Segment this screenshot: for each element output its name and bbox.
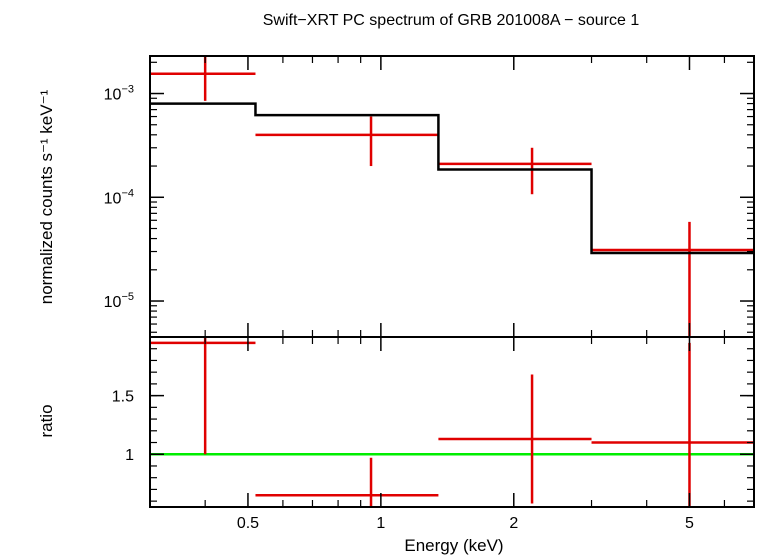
panel-frame (149, 336, 755, 508)
spectrum-panel: 10−3 10−4 10−5 (104, 55, 755, 338)
y-tick-label: 1 (125, 447, 134, 464)
ratio-panel: 1 1.5 0.5 1 2 5 (112, 336, 755, 532)
y-axis-label-ratio: ratio (37, 404, 56, 437)
x-tick-label: 2 (509, 515, 518, 532)
x-axis-label: Energy (keV) (404, 536, 503, 555)
panel-frame (149, 55, 755, 338)
y-tick-label: 10−4 (104, 187, 134, 207)
x-tick-label: 5 (685, 515, 694, 532)
model-step-line (150, 102, 754, 255)
x-tick-label: 1 (376, 515, 385, 532)
y-tick-label: 1.5 (112, 389, 134, 406)
y-tick-label: 10−3 (104, 84, 134, 104)
y-axis-label-spectrum: normalized counts s⁻¹ keV⁻¹ (37, 89, 56, 304)
chart-title: Swift−XRT PC spectrum of GRB 201008A − s… (263, 12, 640, 29)
x-tick-label: 0.5 (237, 515, 259, 532)
y-tick-label: 10−5 (104, 291, 134, 311)
